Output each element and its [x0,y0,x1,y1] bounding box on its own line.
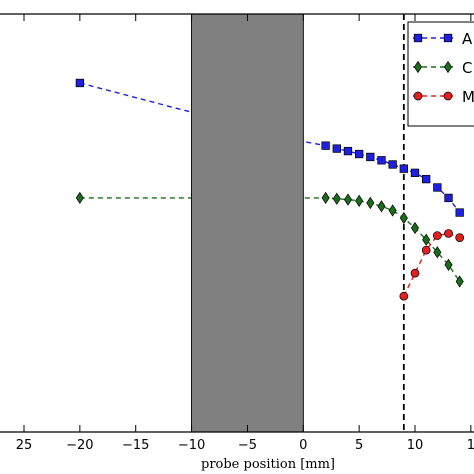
data-point [421,245,431,255]
legend-marker [443,91,453,101]
data-point [399,164,408,173]
data-point [455,275,464,288]
x-tick-label: −10 [178,438,205,453]
data-point [432,231,442,240]
plot-area [75,13,465,433]
data-point [343,193,352,206]
x-axis-label: probe position [mm] [201,457,335,472]
shaded-region-overlay [191,13,304,433]
legend: ACM [407,21,474,127]
series-line-c [79,197,461,282]
series-c [75,191,464,288]
data-point [377,156,386,165]
x-axis: 25 −20 −15 −10 −5 0 5 10 1 [0,13,474,453]
data-point [355,194,364,207]
legend-marker [413,33,423,43]
data-point [399,291,409,301]
data-point [433,246,442,259]
x-tick-label: 25 [16,438,33,453]
data-point [321,191,330,205]
data-point [366,196,375,210]
x-tick-label: −15 [122,438,149,453]
data-point [410,221,420,235]
data-point [75,78,85,88]
data-point [354,149,364,159]
data-point [332,192,341,205]
data-point [388,204,397,217]
data-point [343,146,353,156]
data-point [444,193,453,203]
data-point [455,208,464,217]
legend-label: M [462,88,474,106]
legend-marker [443,60,453,74]
series-a [75,78,464,217]
x-tick-label: 1 [467,438,474,453]
series-m [399,229,465,301]
data-point [321,141,330,150]
legend-marker [413,60,423,74]
data-point [410,268,420,278]
data-point [332,144,341,153]
data-point [410,168,420,177]
x-tick-label: −5 [238,438,257,453]
data-point [377,200,386,213]
data-point [444,258,453,271]
x-tick-label: 10 [407,438,424,453]
data-point [75,191,84,205]
data-point [366,152,375,162]
legend-label: A [462,30,473,48]
x-tick-label: −20 [66,438,93,453]
data-point [399,211,408,225]
legend-marker [443,33,453,43]
legend-marker [413,91,423,101]
data-point [433,183,442,192]
data-point [388,160,397,169]
data-point [422,174,431,184]
x-tick-label: 0 [299,438,307,453]
x-tick-label: 5 [355,438,363,453]
data-point [455,233,465,242]
data-point [422,233,431,246]
data-point [444,229,453,238]
legend-label: C [462,59,472,77]
